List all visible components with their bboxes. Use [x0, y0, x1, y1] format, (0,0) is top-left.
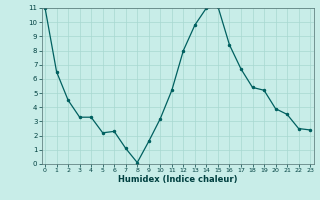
X-axis label: Humidex (Indice chaleur): Humidex (Indice chaleur) [118, 175, 237, 184]
